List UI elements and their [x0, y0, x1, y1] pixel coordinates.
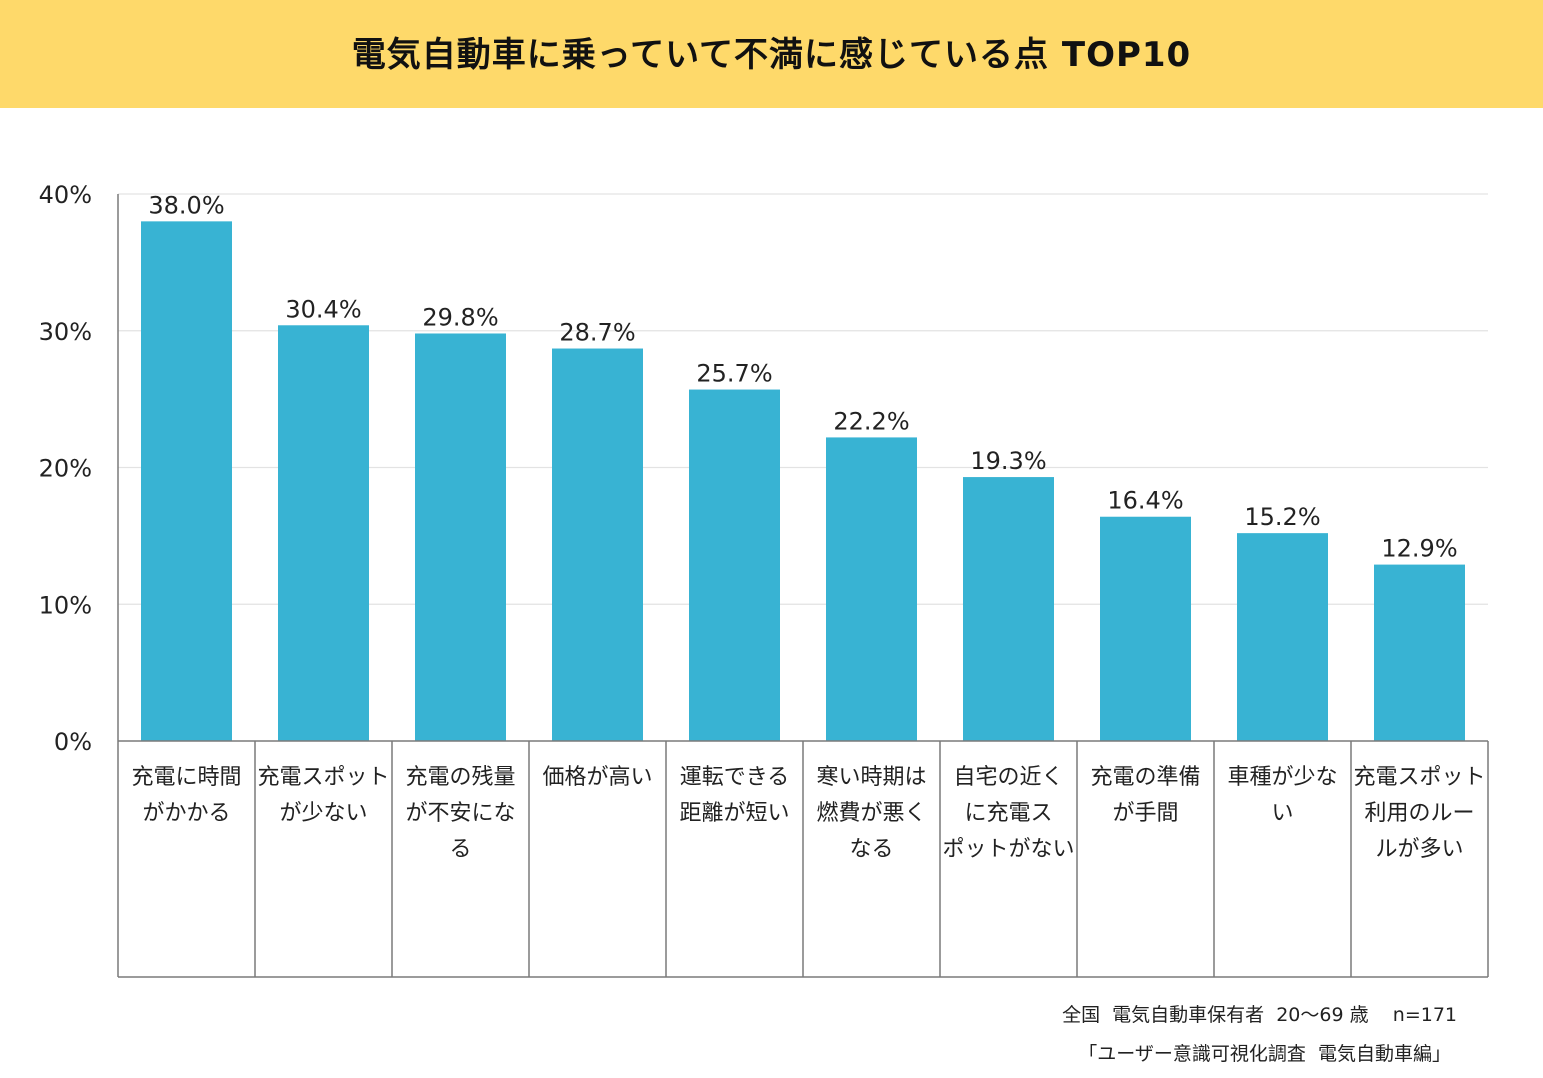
- data-label: 25.7%: [696, 360, 772, 388]
- bar: [415, 333, 506, 741]
- category-label-line: ポットがない: [942, 837, 1074, 862]
- category-label-line: ルが多い: [1375, 837, 1463, 862]
- data-label: 15.2%: [1244, 503, 1320, 531]
- category-label: 充電スポット利用のルールが多い: [1353, 765, 1485, 862]
- category-label-line: 利用のルー: [1364, 801, 1474, 826]
- data-label: 19.3%: [970, 447, 1046, 475]
- category-label: 自宅の近くに充電スポットがない: [942, 765, 1074, 862]
- category-label-line: 充電に時間: [131, 765, 241, 790]
- category-label-line: 自宅の近く: [953, 765, 1063, 790]
- y-tick-label: 0%: [54, 728, 92, 756]
- data-label: 28.7%: [559, 319, 635, 347]
- category-label-line: 充電の残量: [405, 765, 515, 790]
- category-label: 価格が高い: [542, 765, 652, 790]
- y-tick-label: 30%: [39, 318, 92, 346]
- category-label-line: る: [449, 837, 471, 862]
- category-label-line: 車種が少な: [1227, 765, 1337, 790]
- bar: [278, 325, 369, 741]
- footnote-sample: 全国 電気自動車保有者 20～69 歳 n=171: [1062, 1004, 1457, 1026]
- bar: [552, 348, 643, 741]
- category-label-line: 運転できる: [680, 765, 790, 790]
- data-label: 30.4%: [285, 295, 361, 323]
- category-label: 車種が少ない: [1227, 765, 1337, 826]
- chart-title: 電気自動車に乗っていて不満に感じている点 TOP10: [351, 34, 1192, 75]
- bar: [689, 389, 780, 741]
- category-label: 充電スポットが少ない: [257, 765, 389, 826]
- data-label: 12.9%: [1381, 535, 1457, 563]
- category-label-line: が不安にな: [405, 801, 515, 826]
- bar: [963, 477, 1054, 741]
- category-label-line: 充電の準備: [1090, 765, 1200, 790]
- data-label: 38.0%: [148, 191, 224, 219]
- category-label-line: 燃費が悪く: [816, 801, 926, 826]
- category-label: 充電に時間がかかる: [131, 765, 241, 826]
- bar: [141, 221, 232, 742]
- category-label-line: 寒い時期は: [816, 765, 926, 790]
- category-label-line: がかかる: [142, 801, 230, 826]
- category-label-line: 価格が高い: [542, 765, 652, 790]
- category-label: 寒い時期は燃費が悪くなる: [816, 765, 926, 862]
- footnote-source: 「ユーザー意識可視化調査 電気自動車編」: [1078, 1043, 1451, 1065]
- bar: [1100, 516, 1191, 741]
- bar: [826, 437, 917, 741]
- category-label-line: い: [1271, 801, 1293, 826]
- category-label: 運転できる距離が短い: [679, 765, 789, 826]
- category-label-line: 距離が短い: [679, 801, 789, 826]
- category-label: 充電の残量が不安になる: [405, 765, 515, 862]
- category-label-line: なる: [849, 837, 893, 862]
- data-label: 22.2%: [833, 407, 909, 435]
- y-tick-label: 20%: [39, 455, 92, 483]
- data-label: 16.4%: [1107, 487, 1183, 515]
- category-label-line: が少ない: [279, 801, 367, 826]
- category-label-line: に充電ス: [964, 801, 1052, 826]
- y-tick-label: 40%: [39, 181, 92, 209]
- y-tick-label: 10%: [39, 591, 92, 619]
- bar: [1237, 533, 1328, 741]
- category-label: 充電の準備が手間: [1090, 765, 1200, 826]
- category-label-line: 充電スポット: [1353, 765, 1485, 790]
- bar: [1374, 564, 1465, 741]
- category-label-line: が手間: [1112, 801, 1178, 826]
- category-label-line: 充電スポット: [257, 765, 389, 790]
- data-label: 29.8%: [422, 303, 498, 331]
- title-banner: 電気自動車に乗っていて不満に感じている点 TOP10: [0, 0, 1543, 108]
